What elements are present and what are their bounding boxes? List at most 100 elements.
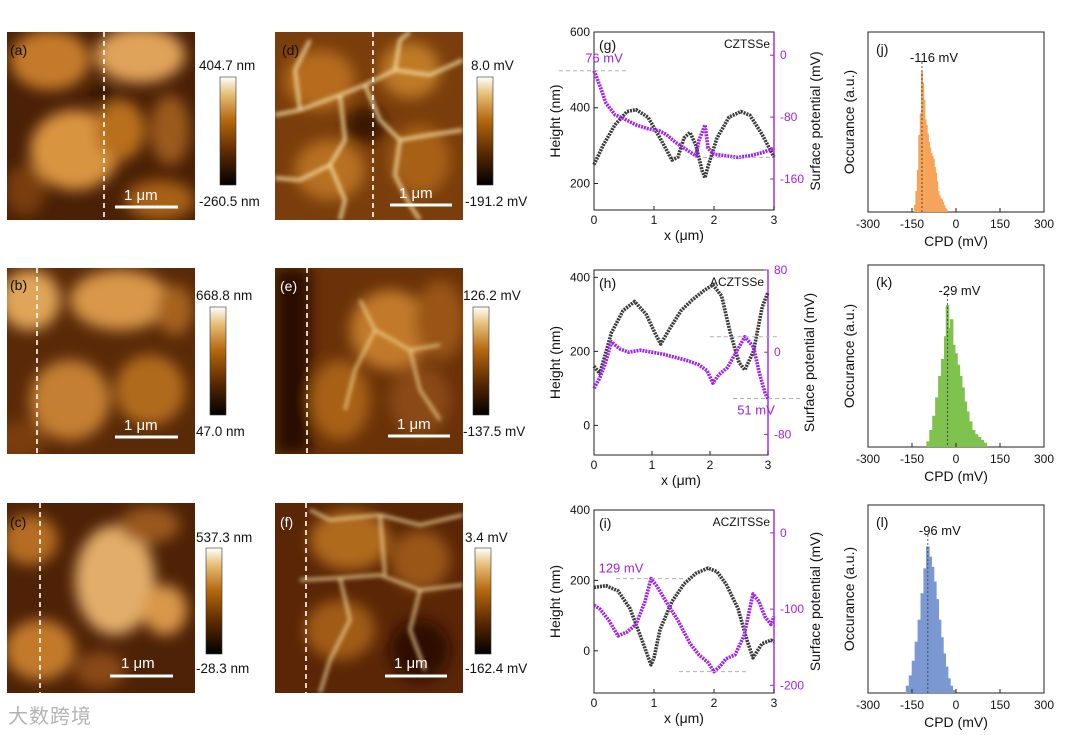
histogram-bar bbox=[935, 397, 939, 447]
histogram-bar bbox=[913, 204, 916, 212]
profile-chart-h: 0 1 2 3 0 200 400 -80 0 80 x (μm) Height (nm) Surfac… bbox=[547, 263, 817, 488]
panel-label-d: (d) bbox=[282, 42, 299, 58]
histogram-bar bbox=[908, 675, 913, 693]
x-tick-label: 0 bbox=[591, 458, 598, 472]
histogram-bar bbox=[951, 690, 956, 693]
x-tick-label: -150 bbox=[900, 698, 924, 712]
x-tick-label: -300 bbox=[856, 452, 880, 466]
profile-chart-i: 0 1 2 3 0 200 400 -200 -100 0 x (μm) Height (nm) Sur… bbox=[547, 503, 823, 726]
histogram-bar bbox=[936, 181, 939, 212]
histogram-bar bbox=[954, 353, 958, 447]
histogram-bar bbox=[942, 653, 947, 693]
x-tick-label: 0 bbox=[591, 213, 598, 227]
histogram-bar bbox=[949, 685, 954, 693]
histogram-bar bbox=[968, 421, 973, 447]
watermark: 大数跨境 bbox=[8, 704, 92, 728]
y-axis-label: Occurance (a.u.) bbox=[841, 304, 857, 408]
x-tick-label: -300 bbox=[856, 217, 880, 231]
histogram-bar bbox=[918, 134, 921, 212]
peak-label: -96 mV bbox=[919, 523, 961, 538]
x-axis-label: x (μm) bbox=[664, 710, 704, 726]
histogram-bar bbox=[938, 376, 942, 447]
histogram-bar bbox=[940, 199, 943, 212]
histogram-bar bbox=[933, 167, 936, 212]
colorbar-d bbox=[476, 76, 494, 186]
colorbar-e bbox=[472, 306, 490, 416]
y-left-axis-label: Height (nm) bbox=[547, 565, 563, 638]
colorbar-max-f: 3.4 mV bbox=[465, 530, 508, 545]
x-axis-label: CPD (mV) bbox=[924, 714, 988, 730]
histogram-bar bbox=[947, 327, 952, 447]
x-tick-label: 2 bbox=[707, 458, 714, 472]
panel-label-e: (e) bbox=[280, 278, 297, 294]
histogram-bar bbox=[980, 439, 985, 447]
cpd-histogram-l: -96 mV (l) -300 -150 0 150 300 CPD (mV) Occuranc… bbox=[841, 504, 1054, 730]
afm-panel-c: 1 μm (c) 537.3 nm -28.3 nm bbox=[7, 503, 252, 693]
x-axis-label: CPD (mV) bbox=[924, 233, 988, 249]
sample-label: CZTSSe bbox=[724, 37, 770, 51]
histogram-bar bbox=[928, 556, 932, 693]
panel-label-b: (b) bbox=[10, 277, 27, 293]
y-axis-label: Occurance (a.u.) bbox=[841, 70, 857, 174]
height-profile-line bbox=[593, 566, 775, 667]
histogram-bar bbox=[925, 124, 928, 212]
x-tick-label: -150 bbox=[900, 217, 924, 231]
potential-profile-line bbox=[592, 334, 770, 400]
histogram-bar bbox=[958, 376, 963, 447]
panel-label-f: (f) bbox=[280, 514, 293, 530]
histogram-bar bbox=[939, 197, 942, 212]
histogram-bar bbox=[915, 190, 918, 212]
y-right-tick-label: -80 bbox=[774, 427, 792, 441]
panel-label: (l) bbox=[876, 514, 888, 530]
potential-profile-line bbox=[592, 70, 775, 160]
histogram-bar bbox=[929, 147, 932, 212]
colorbar-max-e: 126.2 mV bbox=[463, 288, 521, 303]
y-right-tick-label: 80 bbox=[774, 263, 788, 277]
x-tick-label: 300 bbox=[1034, 217, 1054, 231]
profile-chart-g: 0 1 2 3 200 400 600 -160 -80 0 x (μm) Height (nm) Su… bbox=[547, 25, 823, 243]
panel-label: (g) bbox=[599, 37, 616, 53]
panel-label-c: (c) bbox=[10, 514, 26, 530]
colorbar-c bbox=[205, 547, 223, 655]
y-left-tick-label: 400 bbox=[570, 503, 590, 517]
histogram-bar bbox=[963, 401, 968, 447]
colorbar-f bbox=[474, 547, 492, 655]
histogram-bar bbox=[927, 141, 931, 212]
scalebar-label-a: 1 μm bbox=[124, 187, 158, 204]
histogram-bar bbox=[923, 568, 927, 693]
colorbar-min-a: -260.5 nm bbox=[199, 194, 260, 209]
kpfm-panel-f: 1 μm (f) 3.4 mV -162.4 mV bbox=[275, 503, 527, 693]
histogram-bar bbox=[905, 685, 910, 693]
histogram-bar bbox=[911, 660, 916, 693]
delta-potential-label: 76 mV bbox=[585, 51, 623, 66]
y-left-tick-label: 200 bbox=[570, 573, 590, 587]
colorbar-min-f: -162.4 mV bbox=[465, 661, 527, 676]
histogram-bar bbox=[930, 153, 933, 212]
x-tick-label: 1 bbox=[651, 213, 658, 227]
histogram-bar bbox=[920, 593, 925, 693]
histogram-bar bbox=[926, 441, 930, 447]
y-left-tick-label: 0 bbox=[583, 418, 590, 432]
histogram-bar bbox=[932, 158, 935, 212]
peak-label: -116 mV bbox=[910, 50, 958, 65]
cpd-histogram-j: -116 mV (j) -300 -150 0 150 300 CPD (mV) Occuran… bbox=[841, 31, 1054, 249]
histogram-bar bbox=[947, 678, 951, 693]
x-tick-label: 1 bbox=[651, 696, 658, 710]
histogram-bar bbox=[965, 411, 970, 447]
colorbar-a bbox=[219, 76, 237, 186]
scalebar-label-c: 1 μm bbox=[121, 655, 155, 672]
histogram-bar bbox=[949, 319, 954, 447]
histogram-bar bbox=[937, 619, 942, 693]
x-tick-label: 1 bbox=[649, 458, 656, 472]
histogram-bar bbox=[919, 113, 922, 212]
y-right-tick-label: -200 bbox=[780, 678, 804, 692]
histogram-bar bbox=[942, 202, 945, 212]
histogram-bar bbox=[926, 133, 929, 212]
afm-panel-b: 1 μm (b) 668.8 nm 47.0 nm bbox=[7, 268, 252, 454]
histogram-bar bbox=[941, 358, 945, 447]
y-right-tick-label: -100 bbox=[780, 602, 804, 616]
histogram-bar bbox=[923, 99, 926, 212]
y-right-tick-label: -80 bbox=[780, 110, 798, 124]
plot-frame bbox=[593, 269, 769, 456]
